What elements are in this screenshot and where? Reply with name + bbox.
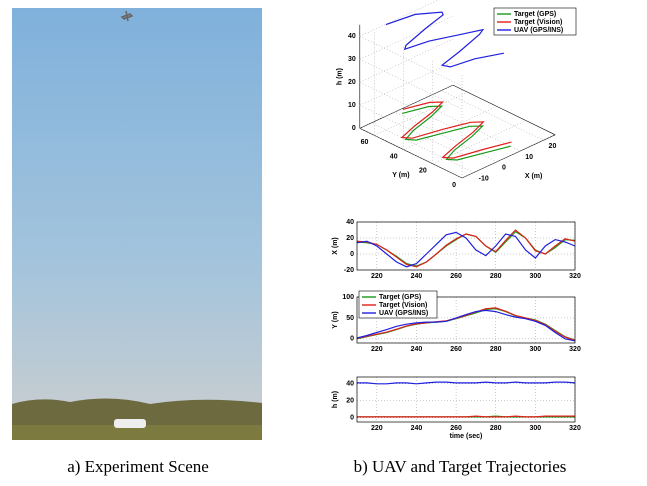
grid-line (374, 92, 467, 135)
legend-label: Target (GPS) (514, 11, 556, 18)
z-tick-label: 30 (348, 56, 356, 63)
x-tick-label: 220 (371, 346, 383, 353)
y-tick-label: 20 (346, 235, 354, 242)
sky (12, 8, 262, 440)
x-tick-label: 300 (530, 425, 542, 432)
x-axis-label: X (m) (525, 173, 543, 180)
x-tick-label: 300 (530, 273, 542, 280)
x-tick-label: 280 (490, 273, 502, 280)
series-line (357, 416, 575, 417)
legend-label: UAV (GPS/INS) (514, 27, 563, 34)
x-tick-label: 0 (502, 165, 506, 172)
y-axis-label: Y (m) (392, 172, 409, 179)
x-tick-label: 320 (569, 346, 581, 353)
y-tick-label: 40 (346, 219, 354, 226)
legend-label: UAV (GPS/INS) (379, 310, 428, 317)
x-tick-label: 320 (569, 273, 581, 280)
y-tick-label: 60 (361, 139, 369, 146)
legend-label: Target (Vision) (514, 19, 562, 26)
axis-edge (453, 85, 555, 135)
grid-line (441, 91, 543, 141)
z-tick-label: 20 (348, 79, 356, 86)
y-tick-label: 0 (350, 415, 354, 422)
grid-line (360, 105, 462, 155)
x-tick-label: 20 (549, 143, 557, 150)
z-tick-label: 0 (352, 125, 356, 132)
y-axis-label: h (m) (332, 391, 339, 408)
figure: a) Experiment Scene b) UAV and Target Tr… (0, 0, 647, 486)
x-tick-label: 240 (411, 425, 423, 432)
grid-line (360, 16, 453, 59)
x-tick-label: 220 (371, 425, 383, 432)
y-tick-label: 40 (346, 381, 354, 388)
figure-canvas: a) Experiment Scene b) UAV and Target Tr… (0, 0, 647, 486)
y-tick-label: -20 (344, 267, 354, 274)
legend-label: Target (GPS) (379, 294, 421, 301)
chart-caption: b) UAV and Target Trajectories (354, 457, 567, 476)
x-tick-label: 300 (530, 346, 542, 353)
x-tick-label: 260 (450, 273, 462, 280)
x-tick-label: 240 (411, 346, 423, 353)
x-axis-label: time (sec) (450, 433, 483, 440)
z-tick-label: 10 (348, 102, 356, 109)
experiment-photo (12, 8, 262, 440)
x-tick-label: 280 (490, 346, 502, 353)
x-tick-label: -10 (479, 175, 489, 182)
series-line (357, 230, 575, 267)
y-tick-label: 20 (419, 168, 427, 175)
legend-label: Target (Vision) (379, 302, 427, 309)
x-tick-label: 320 (569, 425, 581, 432)
y-tick-label: 40 (390, 153, 398, 160)
y-tick-label: 50 (346, 315, 354, 322)
y-axis-label: Y (m) (332, 311, 339, 328)
trajectory-3d (402, 106, 511, 160)
x-tick-label: 280 (490, 425, 502, 432)
x-tick-label: 220 (371, 273, 383, 280)
y-tick-label: 100 (342, 294, 354, 301)
grid-line (462, 135, 555, 178)
z-tick-label: 40 (348, 33, 356, 40)
x-tick-label: 260 (450, 425, 462, 432)
y-tick-label: 20 (346, 398, 354, 405)
x-tick-label: 260 (450, 346, 462, 353)
plot-frame (357, 222, 575, 270)
photo-caption: a) Experiment Scene (67, 457, 209, 476)
grid-line (360, 62, 453, 105)
y-tick-label: 0 (350, 251, 354, 258)
series-line (357, 232, 575, 266)
y-tick-label: 0 (350, 336, 354, 343)
car (114, 419, 146, 428)
x-tick-label: 10 (525, 154, 533, 161)
z-axis-label: h (m) (337, 68, 344, 85)
y-axis-label: X (m) (332, 237, 339, 255)
x-tick-label: 240 (411, 273, 423, 280)
y-tick-label: 0 (452, 182, 456, 189)
